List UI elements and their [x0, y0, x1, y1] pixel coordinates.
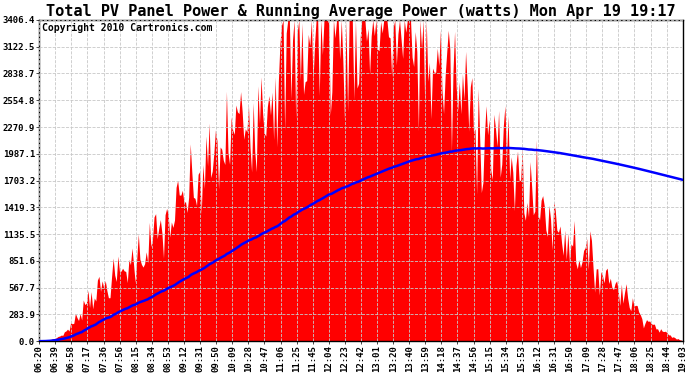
- Title: Total PV Panel Power & Running Average Power (watts) Mon Apr 19 19:17: Total PV Panel Power & Running Average P…: [46, 3, 676, 19]
- Text: Copyright 2010 Cartronics.com: Copyright 2010 Cartronics.com: [42, 23, 213, 33]
